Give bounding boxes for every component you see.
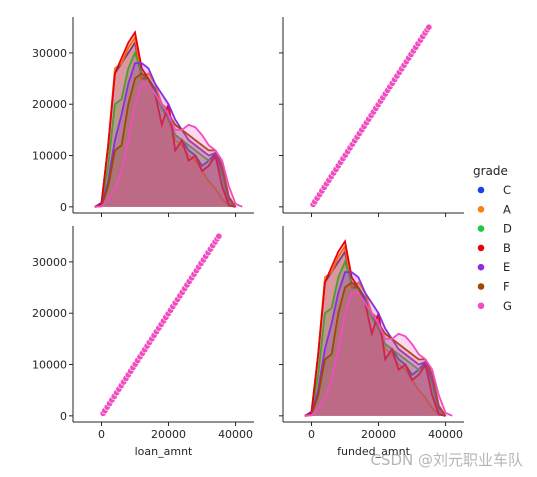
- legend-title: grade: [473, 164, 508, 178]
- legend-marker: [477, 224, 485, 233]
- x-tick-label: 40000: [428, 428, 463, 441]
- panel-1-2: [279, 17, 464, 217]
- kde-area-G: [304, 292, 453, 416]
- kde-area-F: [94, 73, 236, 207]
- x-axis-label: funded_amnt: [337, 445, 410, 458]
- legend-label: E: [503, 260, 510, 274]
- y-tick-label: 30000: [32, 47, 67, 60]
- legend-item-D: D: [477, 222, 512, 236]
- y-tick-label: 10000: [32, 359, 67, 372]
- legend-marker: [477, 263, 485, 272]
- y-tick-label: 0: [60, 410, 67, 423]
- panel-1-1: 0 10000 20000 30000: [32, 17, 254, 217]
- kde-line-E: [94, 62, 237, 208]
- legend-marker: [477, 243, 485, 252]
- x-tick-label: 20000: [151, 428, 186, 441]
- kde-area-F: [304, 282, 446, 416]
- y-tick-label: 20000: [32, 98, 67, 111]
- scatter-point: [425, 23, 433, 31]
- legend-label: C: [503, 183, 511, 197]
- kde-line-B: [94, 30, 236, 208]
- panel-2-2: 0 20000 40000 funded_amnt: [279, 226, 464, 458]
- legend-label: G: [503, 299, 512, 313]
- y-tick-label: 30000: [32, 256, 67, 269]
- legend-marker: [477, 205, 485, 214]
- y-tick-label: 10000: [32, 150, 67, 163]
- kde-line-G: [94, 82, 243, 208]
- kde-line-B: [304, 239, 446, 417]
- legend-item-B: B: [477, 241, 511, 255]
- watermark-text: CSDN @刘元职业车队: [370, 451, 523, 469]
- legend-label: D: [503, 222, 512, 236]
- y-tick-label: 0: [60, 201, 67, 214]
- kde-area-G: [94, 83, 243, 207]
- x-tick-label: 0: [98, 428, 105, 441]
- scatter-point: [215, 232, 223, 240]
- legend-item-C: C: [477, 183, 511, 197]
- y-tick-label: 20000: [32, 307, 67, 320]
- legend-label: B: [503, 241, 511, 255]
- panel-2-1: 0 10000 20000 30000 0 20000 40000 loan_amnt: [32, 226, 254, 458]
- plot-area: [309, 23, 433, 208]
- legend-item-A: A: [477, 202, 511, 216]
- x-tick-label: 0: [308, 428, 315, 441]
- legend-marker: [477, 301, 485, 310]
- kde-line-G: [304, 291, 453, 417]
- legend-item-F: F: [477, 280, 510, 294]
- plot-area: [94, 30, 243, 208]
- legend-marker: [477, 186, 485, 194]
- x-tick-label: 20000: [361, 428, 396, 441]
- legend-item-G: G: [477, 299, 512, 313]
- legend-item-E: E: [477, 260, 510, 274]
- plot-area: [99, 232, 223, 417]
- plot-area: [304, 239, 453, 417]
- x-tick-label: 40000: [218, 428, 253, 441]
- x-axis-label: loan_amnt: [135, 445, 193, 458]
- legend-label: F: [503, 280, 510, 294]
- legend-label: A: [503, 202, 511, 216]
- legend-marker: [477, 282, 485, 291]
- kde-line-E: [304, 271, 447, 417]
